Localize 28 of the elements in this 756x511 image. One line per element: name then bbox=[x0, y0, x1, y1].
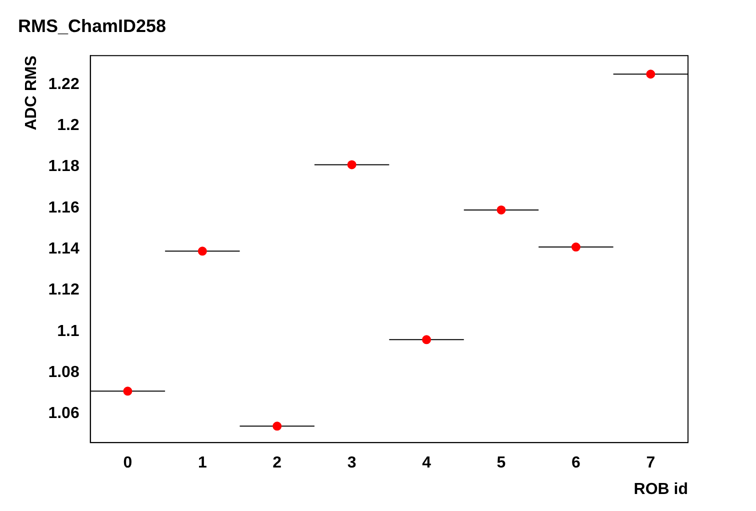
x-tick-label: 3 bbox=[347, 454, 356, 472]
y-tick-label: 1.1 bbox=[57, 322, 80, 340]
point bbox=[571, 242, 580, 252]
y-axis-title: ADC RMS bbox=[23, 55, 40, 130]
point bbox=[422, 335, 432, 344]
point bbox=[496, 205, 506, 214]
point bbox=[646, 70, 656, 79]
x-axis-title: ROB id bbox=[634, 480, 688, 498]
y-tick-label: 1.18 bbox=[48, 158, 80, 176]
y-tick-label: 1.06 bbox=[48, 405, 80, 422]
chart-title: RMS_ChamID258 bbox=[18, 16, 166, 36]
x-tick-label: 2 bbox=[272, 454, 282, 472]
x-tick-label: 7 bbox=[646, 454, 656, 472]
x-tick-label: 4 bbox=[422, 454, 432, 472]
x-tick-label: 6 bbox=[571, 454, 580, 472]
x-tick-label: 0 bbox=[123, 454, 132, 472]
y-tick-label: 1.22 bbox=[48, 76, 80, 93]
point bbox=[123, 386, 132, 396]
point bbox=[272, 422, 282, 431]
y-tick-label: 1.14 bbox=[48, 240, 80, 258]
y-tick-label: 1.12 bbox=[48, 282, 80, 299]
y-tick-label: 1.16 bbox=[48, 199, 80, 216]
point bbox=[198, 246, 207, 256]
x-tick-label: 5 bbox=[496, 454, 506, 472]
x-tick-label: 1 bbox=[198, 454, 207, 472]
y-tick-label: 1.2 bbox=[57, 116, 80, 134]
y-tick-label: 1.08 bbox=[48, 364, 80, 382]
point bbox=[347, 160, 356, 170]
